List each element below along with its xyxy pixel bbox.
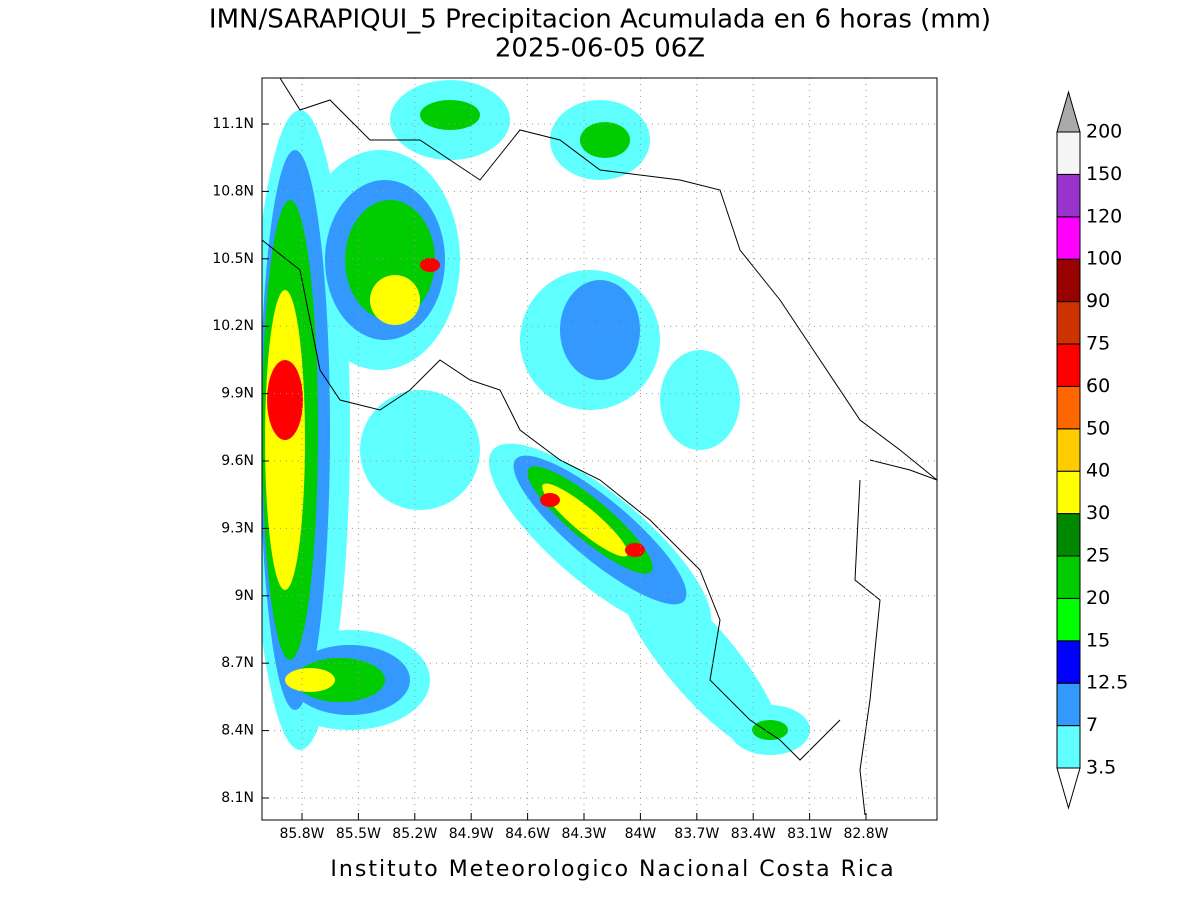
subtitle: 2025-06-05 06Z bbox=[495, 34, 705, 64]
colorbar-label: 30 bbox=[1086, 502, 1110, 524]
colorbar-label: 25 bbox=[1086, 545, 1110, 567]
colorbar-segment bbox=[1056, 470, 1081, 515]
lon-label: 83.4W bbox=[731, 826, 776, 842]
colorbar-label: 75 bbox=[1086, 333, 1110, 355]
colorbar-segment bbox=[1056, 640, 1081, 684]
grid: 11.1N 10.8N 10.5N 10.2N 9.9N 9.6N 9.3N 9N 8.7N 8.… bbox=[212, 78, 937, 842]
lat-label: 9.9N bbox=[221, 386, 254, 402]
title: IMN/SARAPIQUI_5 Precipitacion Acumulada … bbox=[209, 5, 991, 35]
lon-label: 84W bbox=[625, 826, 657, 842]
lat-label: 9.3N bbox=[221, 520, 254, 536]
colorbar-label: 50 bbox=[1086, 417, 1110, 439]
colorbar-segment bbox=[1056, 216, 1081, 260]
colorbar-segment bbox=[1056, 555, 1081, 599]
colorbar-segment bbox=[1056, 725, 1081, 769]
footer: Instituto Meteorologico Nacional Costa R… bbox=[330, 857, 895, 882]
map-frame bbox=[261, 77, 938, 821]
colorbar-segment bbox=[1056, 428, 1081, 472]
colorbar-segment bbox=[1056, 173, 1081, 218]
lon-label: 83.7W bbox=[674, 826, 719, 842]
lon-label: 83.1W bbox=[787, 826, 832, 842]
coastline bbox=[262, 78, 937, 816]
colorbar-low bbox=[1056, 767, 1081, 810]
lat-label: 8.7N bbox=[221, 655, 254, 671]
lat-label: 8.1N bbox=[221, 790, 254, 806]
lon-label: 84.9W bbox=[449, 826, 494, 842]
lon-label: 84.3W bbox=[561, 826, 606, 842]
colorbar-label: 150 bbox=[1086, 163, 1122, 185]
lat-label: 10.5N bbox=[212, 251, 254, 267]
lon-label: 84.6W bbox=[505, 826, 550, 842]
colorbar-segment bbox=[1056, 131, 1081, 175]
lat-label: 9N bbox=[235, 588, 254, 604]
colorbar-label: 20 bbox=[1086, 587, 1110, 609]
colorbar-label: 90 bbox=[1086, 290, 1110, 312]
colorbar-label: 40 bbox=[1086, 460, 1110, 482]
colorbar-segment bbox=[1056, 258, 1081, 303]
lon-label: 85.2W bbox=[392, 826, 437, 842]
colorbar-label: 100 bbox=[1086, 248, 1122, 270]
lat-label: 8.4N bbox=[221, 723, 254, 739]
colorbar-segment bbox=[1056, 513, 1081, 557]
lat-label: 9.6N bbox=[221, 453, 254, 469]
lon-label: 85.5W bbox=[336, 826, 381, 842]
colorbar-label: 120 bbox=[1086, 205, 1122, 227]
colorbar-segment bbox=[1056, 682, 1081, 727]
colorbar-label: 12.5 bbox=[1086, 672, 1128, 694]
lat-label: 10.2N bbox=[212, 318, 254, 334]
map: 11.1N 10.8N 10.5N 10.2N 9.9N 9.6N 9.3N 9N 8.7N 8.… bbox=[212, 77, 938, 842]
colorbar-label: 60 bbox=[1086, 375, 1110, 397]
colorbar-label: 3.5 bbox=[1086, 757, 1116, 779]
colorbar-high bbox=[1056, 90, 1081, 133]
colorbar-segment bbox=[1056, 343, 1081, 387]
lat-label: 11.1N bbox=[212, 116, 254, 132]
colorbar-label: 200 bbox=[1086, 121, 1122, 143]
colorbar-segment bbox=[1056, 385, 1081, 430]
precip-field bbox=[262, 78, 937, 816]
colorbar: 3.5 7 12.5 15 20 25 30 40 50 60 75 90 100 120 150 200 bbox=[1056, 90, 1128, 810]
colorbar-segment bbox=[1056, 597, 1081, 642]
colorbar-segment bbox=[1056, 301, 1081, 345]
colorbar-label: 7 bbox=[1086, 714, 1098, 736]
colorbar-label: 15 bbox=[1086, 629, 1110, 651]
lat-label: 10.8N bbox=[212, 183, 254, 199]
lon-label: 82.8W bbox=[843, 826, 888, 842]
lon-label: 85.8W bbox=[279, 826, 324, 842]
